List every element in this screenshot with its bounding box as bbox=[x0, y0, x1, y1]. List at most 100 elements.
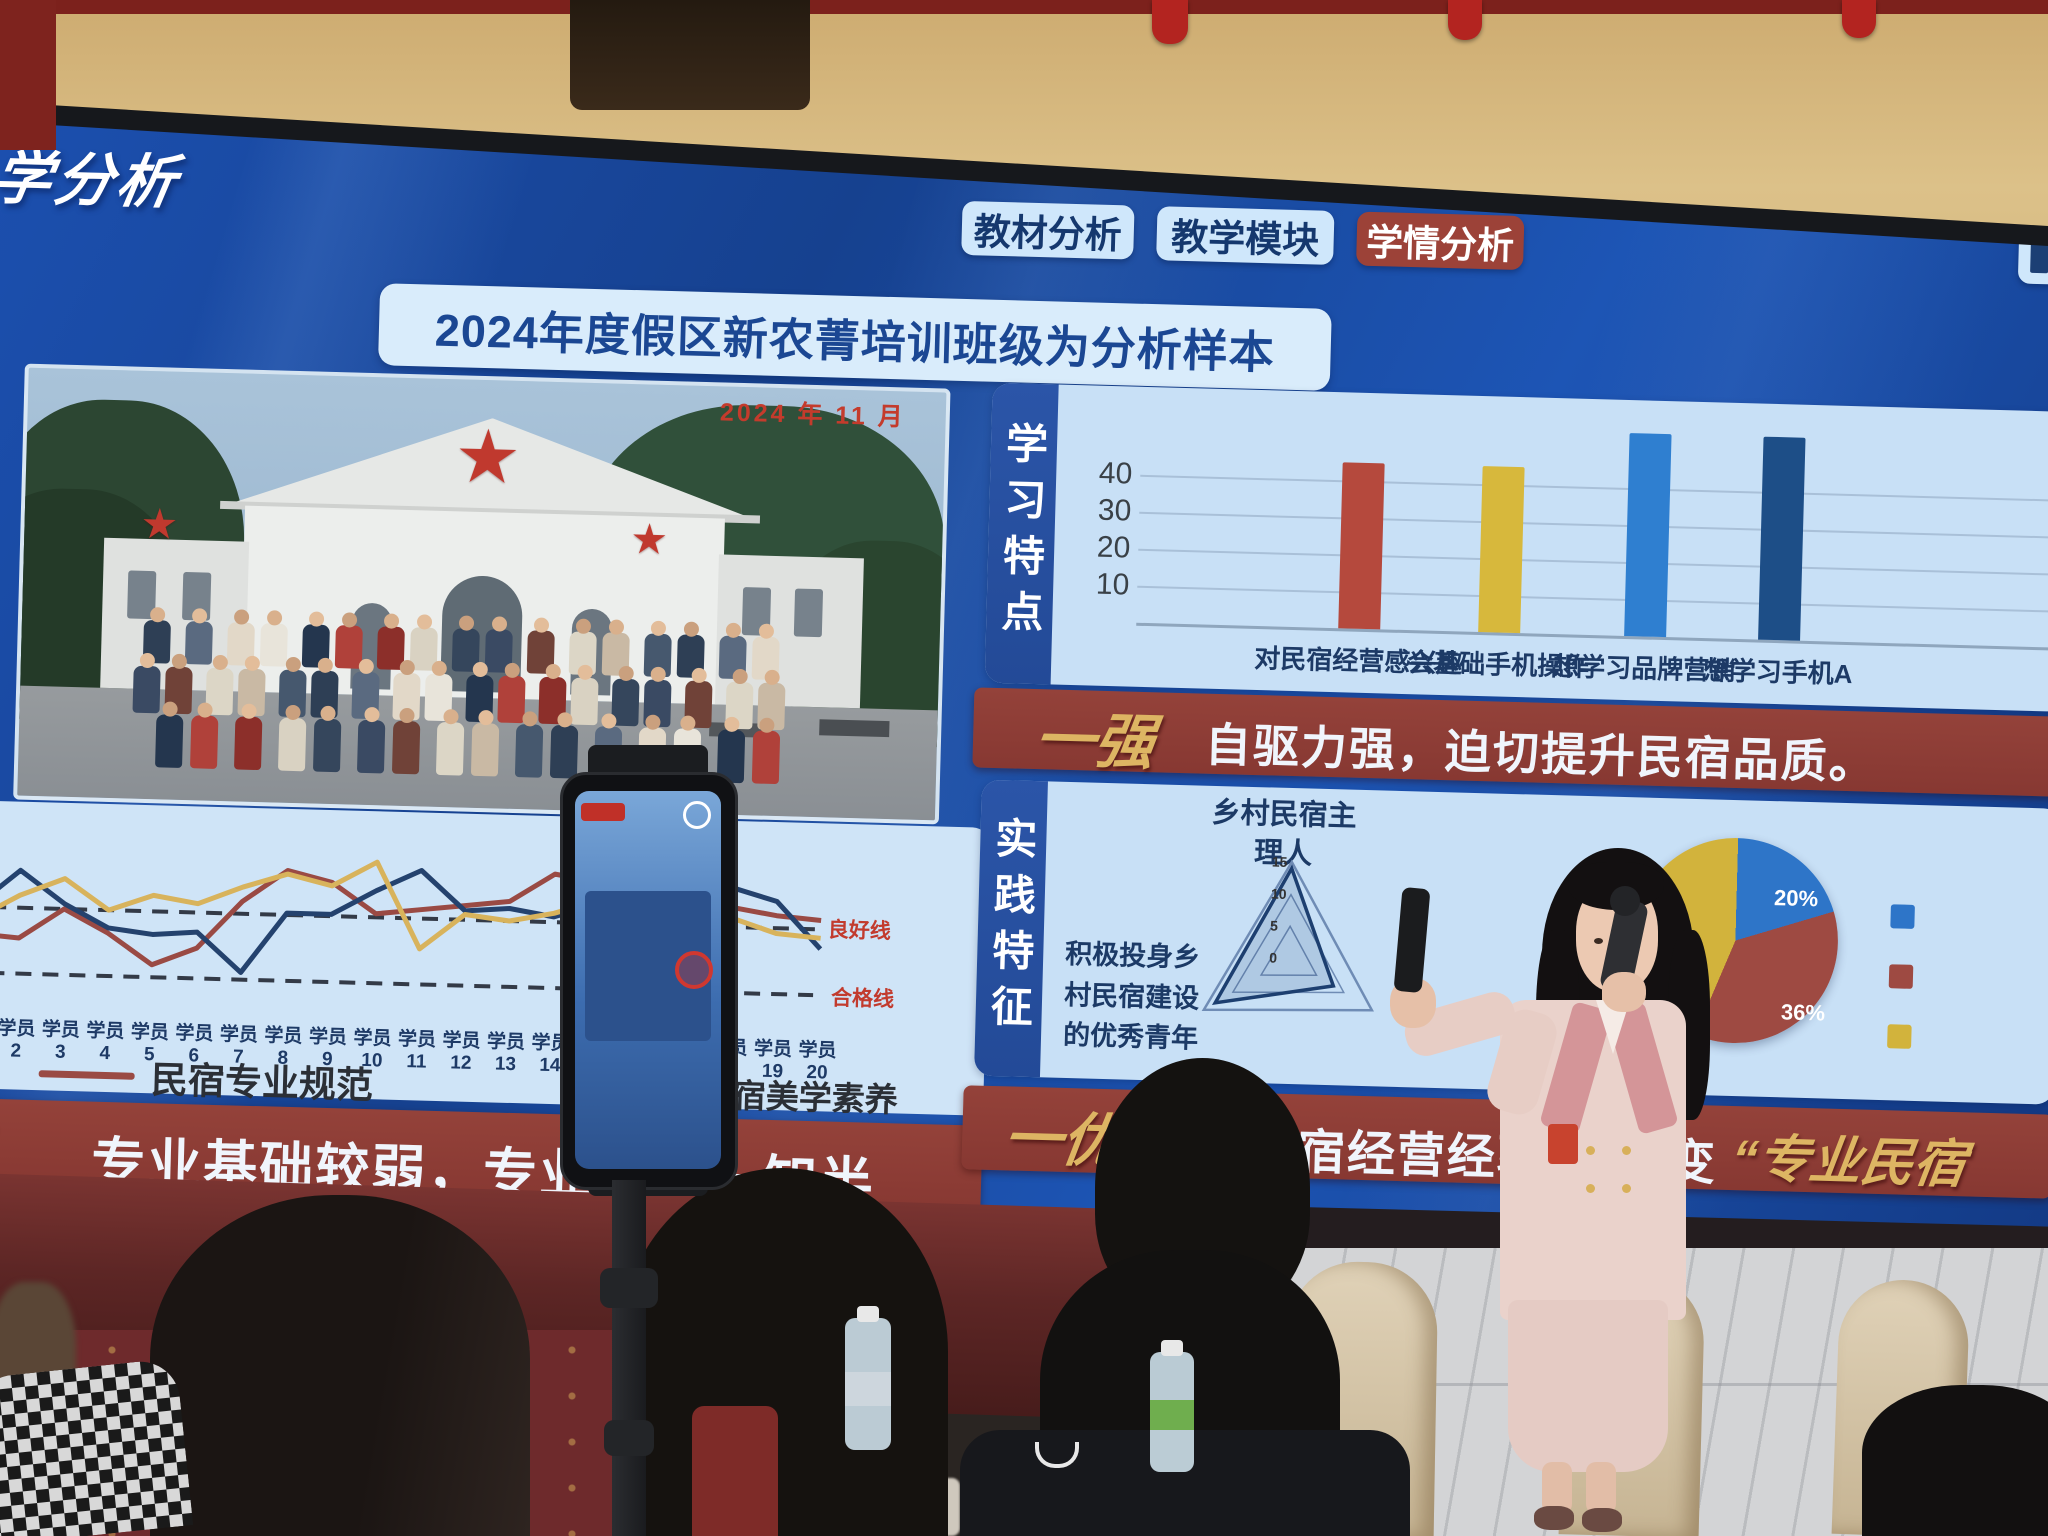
tripod-pole bbox=[612, 1180, 646, 1536]
bar-1 bbox=[1338, 461, 1385, 630]
svg-text:0: 0 bbox=[1269, 949, 1277, 965]
bottle-label bbox=[845, 1372, 891, 1406]
pie-slice-label: 20% bbox=[1773, 885, 1819, 912]
legend-item-guifan: 民宿专业规范 bbox=[38, 1046, 374, 1109]
x-axis-label: 学员13 bbox=[486, 1031, 526, 1076]
svg-text:5: 5 bbox=[1270, 917, 1278, 933]
person-figure bbox=[549, 712, 579, 779]
person-torso bbox=[190, 715, 219, 769]
slide-title-band: 2024年度假区新农菁培训班级为分析样本 bbox=[377, 283, 1332, 391]
person-figure bbox=[435, 709, 465, 776]
person-figure bbox=[233, 703, 263, 771]
audience-head bbox=[150, 1195, 530, 1536]
person-figure bbox=[155, 701, 184, 768]
person-figure bbox=[391, 707, 421, 775]
person-torso bbox=[435, 721, 465, 776]
photo-crowd bbox=[17, 368, 946, 821]
person-torso bbox=[356, 719, 386, 774]
legend-swatch bbox=[38, 1069, 135, 1080]
tripod-knob bbox=[600, 1268, 658, 1308]
ceiling-red-trim bbox=[0, 0, 2048, 14]
water-bottle bbox=[845, 1306, 891, 1450]
recording-phone[interactable] bbox=[560, 772, 738, 1190]
x-axis-label: 学员2 bbox=[0, 1018, 36, 1062]
bar-category-label: 想学习手机A bbox=[1703, 655, 1853, 690]
presenter-leg bbox=[1586, 1462, 1616, 1514]
nav-tab-jiaoxue[interactable]: 教学模块 bbox=[1156, 206, 1335, 265]
bottle-cap bbox=[1161, 1340, 1183, 1356]
practice-panel: 实践特征 乡村民宿主理人 15 10 5 0 积极投身乡村民宿建设的优秀青年 20% 3… bbox=[973, 779, 2048, 1105]
bottle-cap bbox=[857, 1306, 879, 1322]
red-lantern bbox=[1448, 0, 1482, 40]
presenter-hand-mic bbox=[1602, 972, 1646, 1012]
pie-slice-label: 36% bbox=[1780, 999, 1826, 1026]
audience-head bbox=[1862, 1385, 2048, 1536]
audience-head bbox=[618, 1168, 948, 1536]
person-torso bbox=[277, 717, 307, 772]
red-lantern bbox=[1152, 0, 1188, 44]
bar-3 bbox=[1624, 432, 1672, 638]
water-bottle bbox=[1150, 1340, 1194, 1472]
projection-screen: 学分析 教材分析 教学模块 学情分析 2024年度假区新农菁培训班级为分析样本 bbox=[0, 100, 2048, 1269]
pie-legend-swatch bbox=[1888, 964, 1914, 989]
grid-line bbox=[1137, 585, 2048, 613]
nav-tab-xueqing[interactable]: 学情分析 bbox=[1356, 211, 1525, 271]
presenter-skirt bbox=[1508, 1300, 1668, 1472]
radar-left-axis-label: 积极投身乡村民宿建设的优秀青年 bbox=[1062, 938, 1201, 1054]
banner-strong-text: 自驱力强，迫切提升民宿品质。 bbox=[1204, 718, 1878, 789]
person-figure bbox=[751, 717, 781, 785]
presenter-leg bbox=[1542, 1462, 1572, 1514]
red-chair-back bbox=[692, 1406, 778, 1536]
checkered-jacket bbox=[0, 1357, 194, 1536]
y-axis-tick: 20 bbox=[1096, 530, 1131, 565]
grid-line bbox=[1138, 548, 2048, 576]
ceiling-beam bbox=[570, 0, 810, 110]
y-axis-tick: 30 bbox=[1097, 493, 1132, 528]
person-torso bbox=[514, 724, 544, 778]
svg-text:15: 15 bbox=[1272, 853, 1288, 869]
blazer-button bbox=[1622, 1146, 1631, 1155]
radar-chart: 15 10 5 0 bbox=[1201, 853, 1374, 1012]
x-axis-label: 学员12 bbox=[442, 1030, 481, 1074]
person-torso bbox=[312, 718, 342, 773]
pass-line-label: 合格线 bbox=[830, 986, 895, 1012]
pie-legend-swatch bbox=[1890, 904, 1915, 929]
person-torso bbox=[470, 722, 500, 777]
photo-date-caption: 2024 年 11 月 bbox=[719, 398, 907, 432]
presenter-shoe bbox=[1582, 1508, 1622, 1532]
good-line-label: 良好线 bbox=[827, 918, 892, 944]
person-torso bbox=[155, 714, 184, 768]
person-torso bbox=[391, 720, 421, 775]
group-photo: ★ ★ ★ 2024 年 11 月 bbox=[13, 363, 951, 825]
person-torso bbox=[233, 716, 263, 771]
slide-title: 2024年度假区新农菁培训班级为分析样本 bbox=[434, 304, 1276, 378]
tripod-knob bbox=[604, 1420, 654, 1456]
presenter-eye bbox=[1594, 938, 1603, 944]
clothing-logo bbox=[1035, 1442, 1079, 1468]
record-button[interactable] bbox=[675, 951, 713, 989]
line-chart-panel: 良好线 合格线 学员1学员2学员3学员4学员5学员6学员7学员8学员9学员10学… bbox=[0, 799, 991, 1118]
person-figure bbox=[356, 706, 386, 774]
person-figure bbox=[277, 704, 307, 772]
camera-flip-icon[interactable] bbox=[683, 801, 711, 829]
rec-indicator bbox=[581, 803, 625, 821]
blazer-button bbox=[1622, 1184, 1631, 1193]
banner-strong-label: 一强 bbox=[1030, 706, 1159, 777]
presenter-badge bbox=[1548, 1124, 1578, 1164]
person-figure bbox=[190, 702, 219, 769]
bar-chart: 40 30 20 10 对民宿经营感兴趣 会基础手机操作 想学习品牌营销 想学习手机A bbox=[985, 383, 2048, 712]
phone-screen bbox=[575, 791, 721, 1169]
y-axis-tick: 10 bbox=[1095, 567, 1130, 602]
grid-line bbox=[1139, 511, 2048, 539]
blazer-button bbox=[1586, 1184, 1595, 1193]
learning-panel: 学习特点 40 30 20 10 对民宿经营感兴趣 会基础手机操作 想学习品牌营销 想学习手机… bbox=[984, 382, 2048, 712]
bottle-label bbox=[1150, 1400, 1194, 1430]
grid-line bbox=[1140, 474, 2048, 502]
red-column bbox=[0, 0, 56, 150]
nav-tab-jiaocai[interactable]: 教材分析 bbox=[961, 200, 1135, 260]
pie-legend-swatch bbox=[1887, 1024, 1912, 1049]
red-lantern bbox=[1842, 0, 1876, 38]
legend-label: 民宿专业规范 bbox=[150, 1059, 374, 1107]
person-figure bbox=[312, 705, 342, 773]
